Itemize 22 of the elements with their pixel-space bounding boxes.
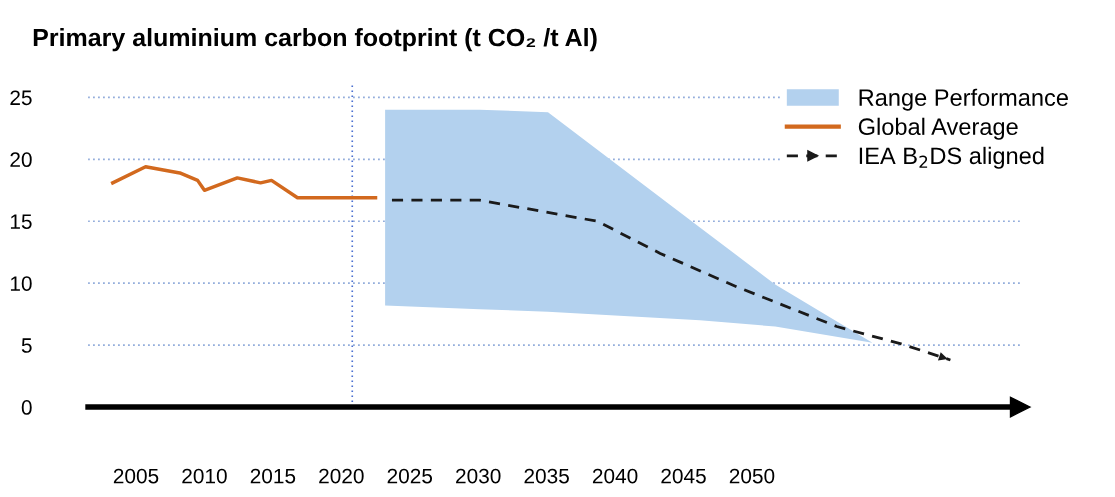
- legend-label: Global Average: [858, 117, 1018, 140]
- line-series: [390, 198, 952, 362]
- x-tick-label: 2020: [319, 468, 364, 484]
- y-tick-label: 5: [21, 338, 32, 353]
- x-tick-label: 2045: [661, 468, 706, 484]
- x-tick-label: 2035: [524, 468, 569, 484]
- y-tick-label: 10: [10, 276, 32, 291]
- y-tick-label: 15: [10, 214, 32, 229]
- x-tick-label: 2005: [113, 468, 159, 484]
- x-tick-label: 2010: [182, 468, 227, 484]
- legend-label: Range Performance: [859, 88, 1068, 111]
- line-series: [110, 165, 378, 200]
- x-tick-label: 2030: [456, 468, 501, 484]
- chart-title: Primary aluminium carbon footprint (t CO₂ /t Al): [33, 27, 597, 52]
- x-tick-label: 2050: [729, 468, 775, 484]
- x-tick-label: 2015: [250, 468, 296, 484]
- x-tick-label: 2025: [387, 468, 433, 484]
- legend-label: IEA B$_{2}$DS aligned: [859, 146, 1044, 169]
- y-tick-label: 20: [10, 152, 32, 168]
- x-tick-label: 2040: [592, 468, 638, 484]
- y-tick-label: 25: [10, 90, 32, 106]
- y-tick-label: 0: [21, 400, 32, 415]
